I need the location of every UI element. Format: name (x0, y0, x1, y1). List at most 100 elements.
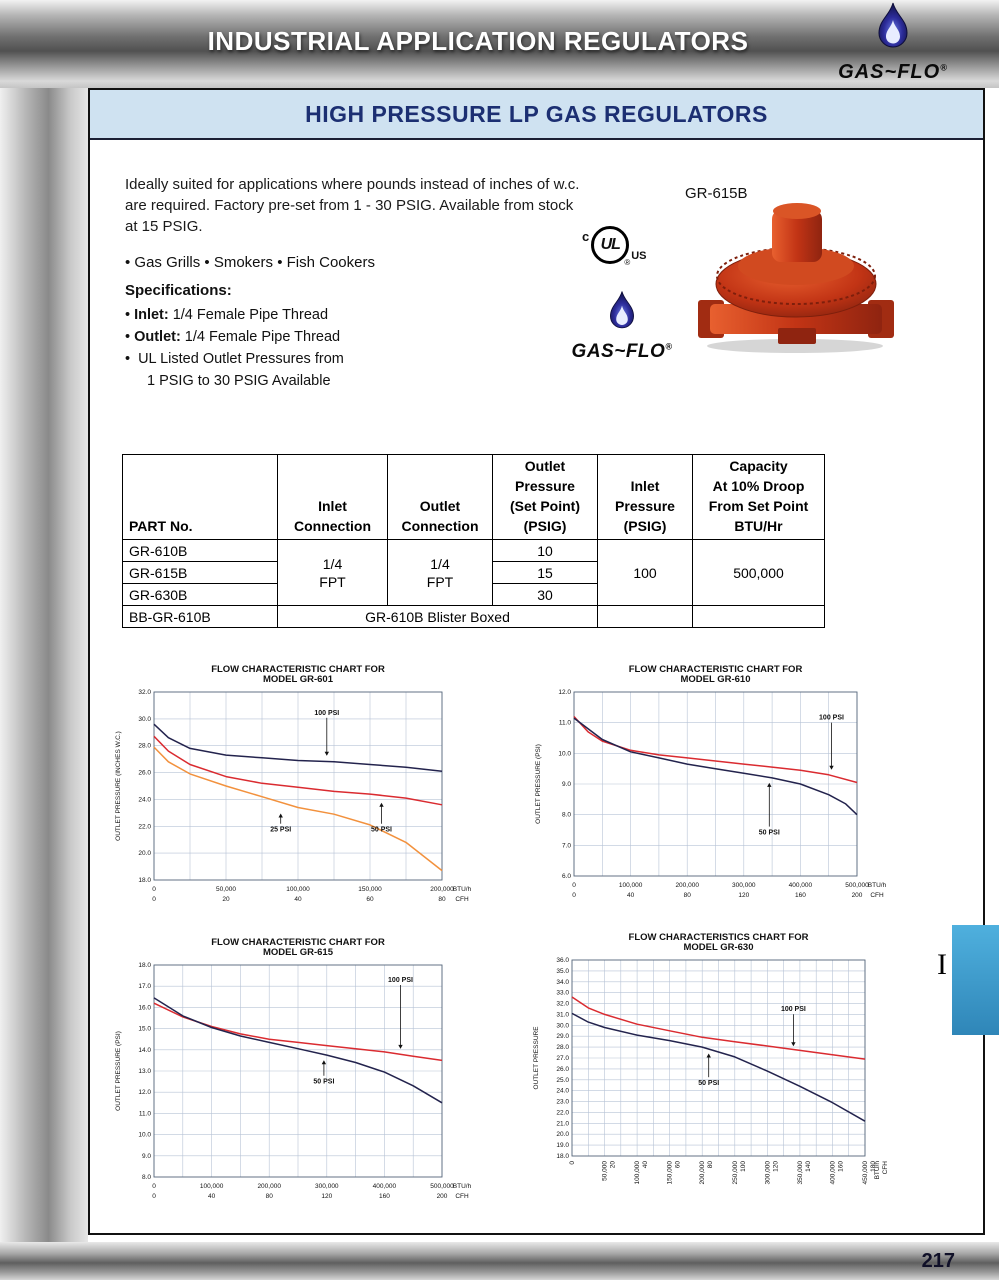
svg-text:OUTLET PRESSURE (PSI): OUTLET PRESSURE (PSI) (115, 1031, 122, 1111)
col-header-inlet-pressure: Inlet Pressure (PSIG) (597, 454, 693, 540)
svg-text:29.0: 29.0 (556, 1033, 569, 1040)
spec-text: 1/4 Female Pipe Thread (184, 329, 341, 345)
svg-text:CFH: CFH (455, 1193, 469, 1200)
svg-text:16.0: 16.0 (138, 1004, 151, 1011)
svg-text:10.0: 10.0 (558, 750, 571, 757)
svg-text:20.0: 20.0 (138, 850, 151, 857)
col-header-capacity: Capacity At 10% Droop From Set Point BTU/Hr (692, 454, 825, 540)
svg-text:CFH: CFH (870, 892, 884, 899)
svg-text:FLOW CHARACTERISTICS CHART FOR: FLOW CHARACTERISTICS CHART FOR (629, 932, 809, 943)
svg-text:30.0: 30.0 (556, 1022, 569, 1029)
svg-text:60: 60 (675, 1161, 682, 1169)
page-footer: 217 (0, 1242, 999, 1280)
part-no-cell: BB-GR-610B (122, 605, 278, 628)
svg-text:18.0: 18.0 (138, 962, 151, 969)
svg-text:100: 100 (740, 1161, 747, 1172)
svg-text:34.0: 34.0 (556, 979, 569, 986)
section-banner: HIGH PRESSURE LP GAS REGULATORS (90, 90, 983, 140)
svg-text:MODEL GR-601: MODEL GR-601 (263, 674, 334, 685)
svg-text:80: 80 (266, 1193, 274, 1200)
svg-text:36.0: 36.0 (556, 957, 569, 964)
svg-text:CFH: CFH (882, 1161, 889, 1175)
svg-text:450,000: 450,000 (862, 1161, 869, 1185)
inlet-pressure-cell: 100 (597, 539, 693, 606)
svg-text:BTU/h: BTU/h (453, 886, 472, 893)
svg-text:40: 40 (642, 1161, 649, 1169)
spec-text: 1 PSIG to 30 PSIG Available (147, 373, 331, 389)
svg-text:MODEL GR-630: MODEL GR-630 (683, 942, 753, 953)
svg-text:150,000: 150,000 (667, 1161, 674, 1185)
svg-text:300,000: 300,000 (764, 1161, 771, 1185)
part-no-cell: GR-630B (122, 583, 278, 606)
svg-text:BTU/h: BTU/h (874, 1161, 881, 1180)
svg-text:100 PSI: 100 PSI (781, 1006, 806, 1013)
svg-text:OUTLET PRESSURE (PSI): OUTLET PRESSURE (PSI) (535, 744, 542, 824)
svg-text:40: 40 (208, 1193, 216, 1200)
svg-text:200: 200 (852, 892, 863, 899)
svg-text:12.0: 12.0 (558, 689, 571, 696)
spec-text: UL Listed Outlet Pressures from (138, 351, 344, 367)
svg-text:400,000: 400,000 (373, 1183, 397, 1190)
svg-text:20.0: 20.0 (556, 1131, 569, 1138)
ul-mark-reg: ® (624, 258, 631, 267)
svg-text:400,000: 400,000 (829, 1161, 836, 1185)
spec-item: 1 PSIG to 30 PSIG Available (125, 370, 445, 392)
svg-text:160: 160 (795, 892, 806, 899)
brand-name-text: GAS~FLO (571, 341, 666, 362)
svg-text:100,000: 100,000 (619, 882, 643, 889)
brand-reg-mark: ® (665, 341, 673, 352)
svg-text:32.0: 32.0 (556, 1001, 569, 1008)
svg-text:0: 0 (572, 882, 576, 889)
ul-certification-mark: c UL ® US (582, 226, 647, 267)
svg-text:80: 80 (438, 896, 446, 903)
page-header: INDUSTRIAL APPLICATION REGULATORS GAS~FL… (0, 0, 999, 88)
svg-text:21.0: 21.0 (556, 1120, 569, 1127)
spec-label: Inlet: (134, 307, 169, 323)
svg-text:14.0: 14.0 (138, 1047, 151, 1054)
svg-text:8.0: 8.0 (142, 1174, 151, 1181)
svg-text:50 PSI: 50 PSI (698, 1080, 719, 1087)
bullet-glyph: • (125, 307, 131, 323)
svg-text:CFH: CFH (455, 896, 469, 903)
svg-text:26.0: 26.0 (556, 1066, 569, 1073)
col-header-part-no: PART No. (122, 454, 278, 540)
svg-text:MODEL GR-615: MODEL GR-615 (263, 947, 334, 958)
svg-text:19.0: 19.0 (556, 1142, 569, 1149)
svg-text:20: 20 (222, 896, 230, 903)
svg-text:25.0: 25.0 (556, 1077, 569, 1084)
page-margin-strip (0, 0, 88, 1280)
product-table: PART No. Inlet Connection Outlet Connectio… (122, 454, 825, 628)
svg-text:6.0: 6.0 (562, 873, 571, 880)
flow-chart-gr630: FLOW CHARACTERISTICS CHART FOR MODEL GR-6… (528, 928, 903, 1225)
svg-text:120: 120 (738, 892, 749, 899)
svg-text:80: 80 (684, 892, 692, 899)
svg-text:35.0: 35.0 (556, 968, 569, 975)
svg-text:50,000: 50,000 (216, 886, 236, 893)
empty-cell (597, 605, 693, 628)
svg-text:17.0: 17.0 (138, 983, 151, 990)
applications-text: • Gas Grills • Smokers • Fish Cookers (125, 254, 375, 271)
svg-text:250,000: 250,000 (732, 1161, 739, 1185)
brand-name-text: GAS~FLO (838, 61, 941, 83)
svg-text:26.0: 26.0 (138, 770, 151, 777)
brand-logo: GAS~FLO® (823, 2, 963, 84)
svg-text:32.0: 32.0 (138, 689, 151, 696)
table-row: BB-GR-610B GR-610B Blister Boxed (122, 605, 825, 628)
svg-text:200,000: 200,000 (699, 1161, 706, 1185)
ul-mark-letters: UL (600, 236, 621, 253)
svg-text:40: 40 (294, 896, 302, 903)
svg-text:0: 0 (152, 896, 156, 903)
svg-text:28.0: 28.0 (138, 743, 151, 750)
brand-name: GAS~FLO® (823, 61, 963, 84)
svg-text:7.0: 7.0 (562, 842, 571, 849)
specs-list: • Inlet: 1/4 Female Pipe Thread • Outlet: 1/… (125, 304, 445, 392)
inlet-connection-cell: 1/4 FPT (277, 539, 388, 606)
svg-text:11.0: 11.0 (559, 720, 572, 727)
svg-text:0: 0 (152, 1193, 156, 1200)
svg-text:100 PSI: 100 PSI (819, 715, 844, 722)
spec-item: • Outlet: 1/4 Female Pipe Thread (125, 326, 445, 348)
svg-text:OUTLET PRESSURE (INCHES W.C.): OUTLET PRESSURE (INCHES W.C.) (115, 731, 122, 841)
table-row: GR-610B 1/4 FPT 1/4 FPT 10 100 500,000 (122, 539, 825, 606)
svg-text:400,000: 400,000 (789, 882, 813, 889)
svg-text:11.0: 11.0 (139, 1110, 152, 1117)
